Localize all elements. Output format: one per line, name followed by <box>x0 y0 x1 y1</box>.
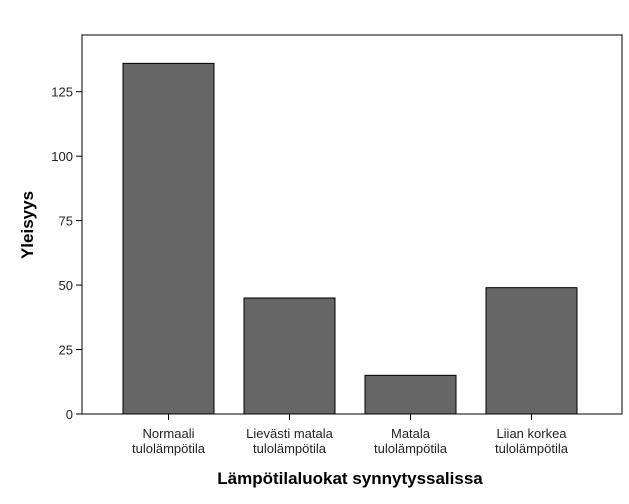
x-tick-label-line: Liian korkea <box>496 426 567 441</box>
y-tick-label: 100 <box>51 149 73 164</box>
x-tick-label: Matala tulolämpötila <box>374 426 448 456</box>
y-tick-label: 75 <box>59 214 73 229</box>
x-tick-label-line: Matala <box>391 426 431 441</box>
x-tick-label-line: tulolämpötila <box>374 441 448 456</box>
x-tick-label-line: tulolämpötila <box>495 441 569 456</box>
y-tick-label: 50 <box>59 278 73 293</box>
x-tick-label: Normaali tulolämpötila <box>132 426 206 456</box>
x-tick-label-line: tulolämpötila <box>253 441 327 456</box>
y-axis-title: Yleisyys <box>18 191 37 259</box>
y-tick-label: 125 <box>51 85 73 100</box>
bar <box>364 374 457 415</box>
x-tick-label: Lievästi matala tulolämpötila <box>246 426 333 456</box>
x-tick-label-line: Normaali <box>142 426 194 441</box>
x-tick-label: Liian korkea tulolämpötila <box>495 426 569 456</box>
x-tick-label-line: tulolämpötila <box>132 441 206 456</box>
bar <box>243 297 336 415</box>
x-tick-label-line: Lievästi matala <box>246 426 333 441</box>
y-tick-label: 25 <box>59 343 73 358</box>
bar <box>122 62 215 415</box>
bar <box>485 287 578 415</box>
y-tick-label: 0 <box>66 407 73 422</box>
x-axis-title: Lämpötilaluokat synnytyssalissa <box>217 469 483 488</box>
